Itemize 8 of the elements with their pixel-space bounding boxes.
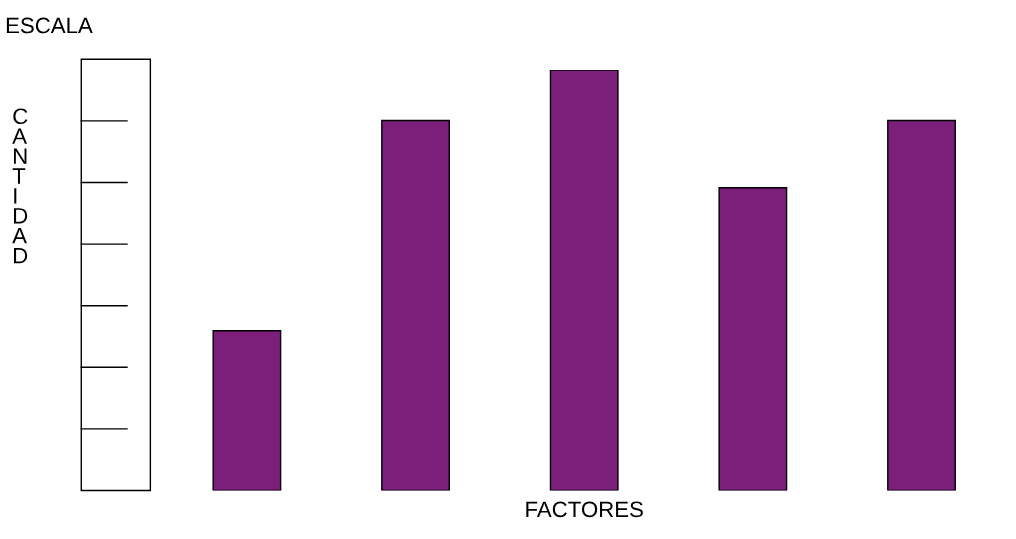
x-axis-title: FACTORES	[526, 501, 643, 518]
bar	[718, 187, 788, 491]
bar	[212, 330, 282, 491]
text: CANTIDAD	[12, 108, 28, 264]
bar	[549, 70, 619, 491]
bar	[381, 119, 450, 491]
text: ESCALA	[6, 17, 93, 34]
bar	[887, 119, 956, 491]
